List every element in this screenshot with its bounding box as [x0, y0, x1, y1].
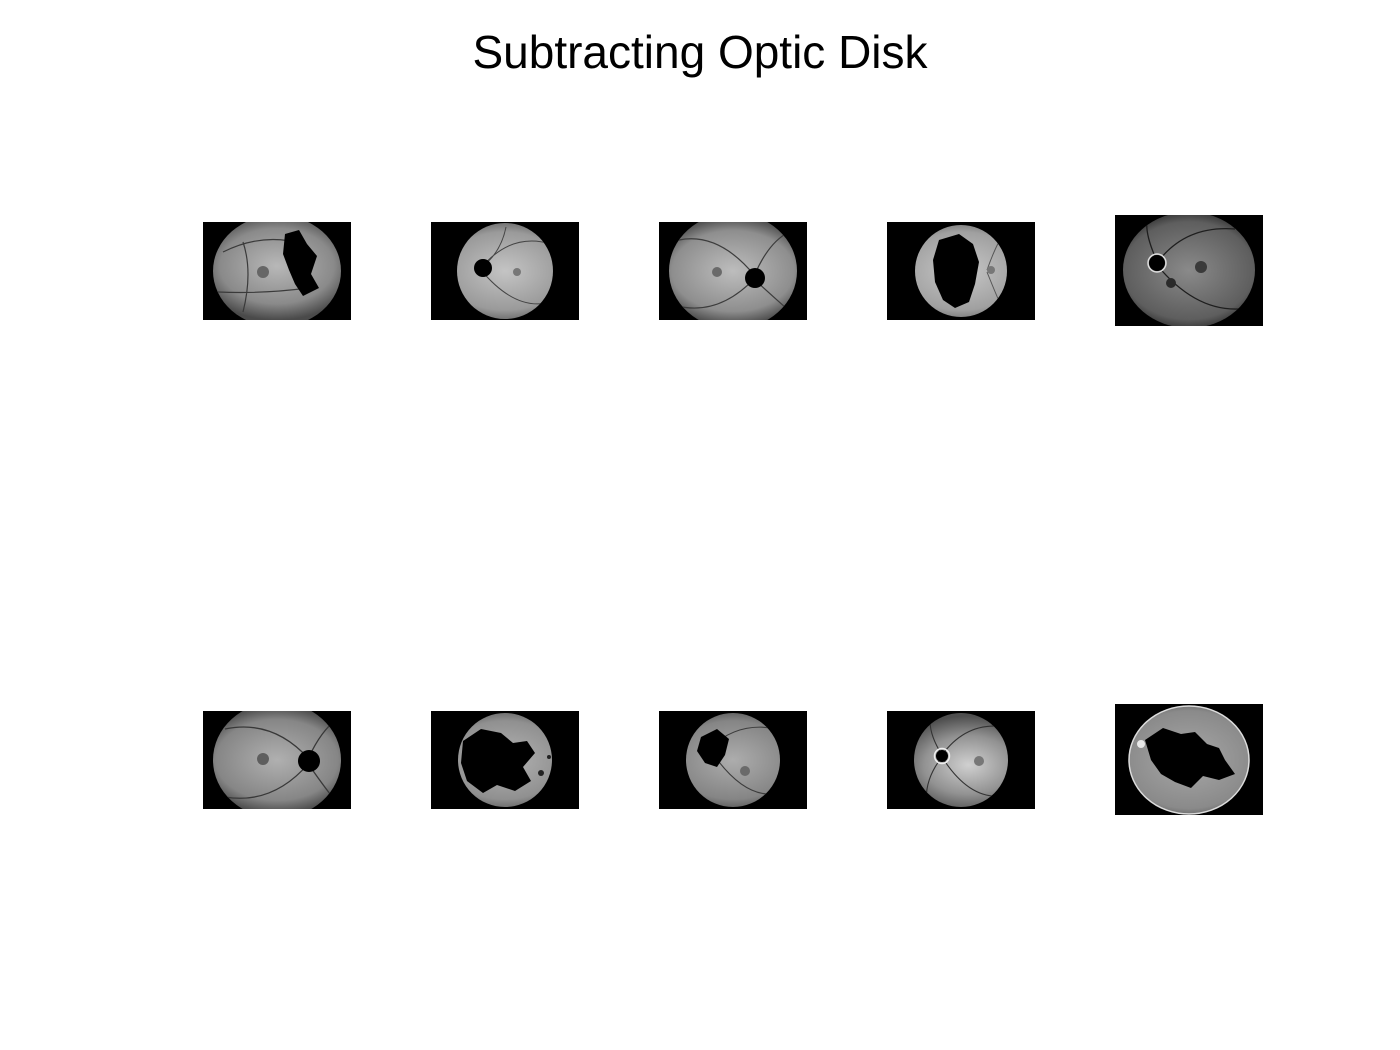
retina-image-6 [203, 711, 351, 809]
retina-image-4 [887, 222, 1035, 320]
retina-image-9 [887, 711, 1035, 809]
retina-image-10 [1115, 704, 1263, 815]
retina-image-1 [203, 222, 351, 320]
retina-image-7 [431, 711, 579, 809]
retina-image-2 [431, 222, 579, 320]
retina-image-8 [659, 711, 807, 809]
retina-image-3 [659, 222, 807, 320]
retina-image-5 [1115, 215, 1263, 326]
figure-title: Subtracting Optic Disk [472, 26, 928, 78]
